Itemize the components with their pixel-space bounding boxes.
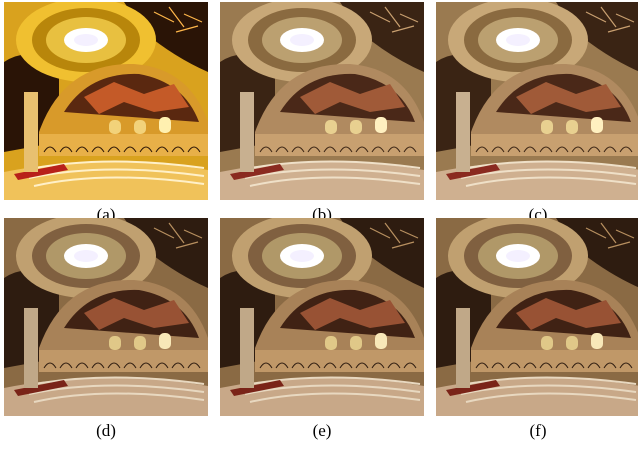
- panel-label: (d): [96, 421, 116, 440]
- hall-image: [436, 2, 638, 200]
- panel-label: (e): [312, 421, 332, 440]
- hall-image: [220, 218, 424, 416]
- hall-image-saturated: [4, 2, 208, 200]
- hall-image: [436, 218, 638, 416]
- panel-label: (f): [529, 421, 547, 440]
- hall-image: [4, 218, 208, 416]
- hall-image: [220, 2, 424, 200]
